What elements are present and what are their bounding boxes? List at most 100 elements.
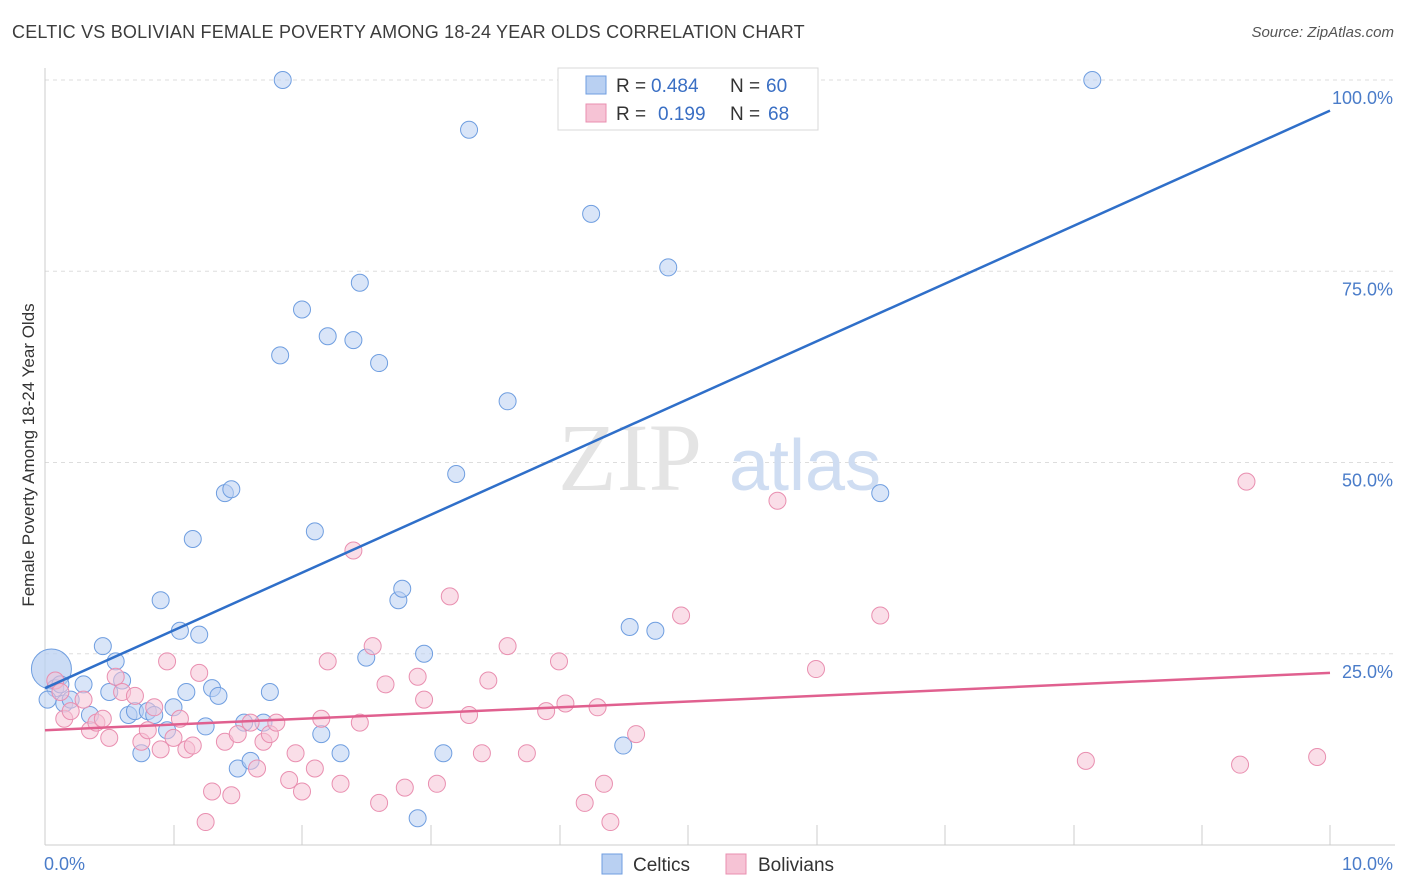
legend-n-value-bolivians: 68 [768,104,789,125]
point-celtics-33 [271,346,290,365]
point-celtics-16 [151,591,170,610]
point-bolivians-47 [427,774,446,793]
point-bolivians-49 [460,705,479,724]
point-celtics-37 [312,725,331,744]
point-celtics-25 [209,686,228,705]
legend-r-label-bolivians: R = [616,104,646,125]
y-tick-label-50: 50.0% [1342,471,1393,491]
point-celtics-32 [260,683,279,701]
point-celtics-54 [620,617,639,636]
point-bolivians-48 [440,587,459,606]
point-bolivians-23 [203,782,222,801]
point-celtics-41 [350,273,369,292]
watermark-atlas: atlas [729,426,881,506]
legend-box: R = 0.484 N = 60 R = 0.199 N = 68 [557,67,819,131]
point-bolivians-54 [537,702,556,721]
point-bolivians-53 [517,744,536,763]
point-bolivians-34 [293,782,311,801]
point-bolivians-27 [241,713,260,732]
point-bolivians-8 [100,728,119,747]
legend-r-value-bolivians: 0.199 [658,104,706,125]
point-bolivians-9 [106,667,125,686]
point-celtics-52 [582,204,601,223]
trend-lines [44,109,1331,732]
trend-line-celtics [44,109,1331,690]
point-bolivians-35 [305,759,324,778]
point-bolivians-63 [768,491,787,510]
point-celtics-47 [415,644,434,663]
point-celtics-27 [222,480,241,499]
series-legend-swatch-celtics [601,853,623,875]
point-celtics-56 [659,258,678,277]
grid-lines [45,79,1395,655]
chart-title: CELTIC VS BOLIVIAN FEMALE POVERTY AMONG … [12,22,805,42]
legend-n-value-celtics: 60 [766,76,787,97]
point-bolivians-69 [1308,748,1327,767]
point-celtics-55 [646,621,665,640]
point-celtics-57 [871,484,890,503]
point-bolivians-45 [408,667,427,686]
point-bolivians-3 [61,702,80,721]
point-bolivians-59 [594,774,613,793]
point-bolivians-15 [151,740,170,759]
point-bolivians-68 [1237,472,1256,491]
point-bolivians-22 [196,813,215,832]
point-celtics-39 [331,744,350,763]
point-celtics-51 [498,392,517,411]
point-bolivians-11 [125,686,144,705]
point-bolivians-7 [93,709,112,728]
point-celtics-45 [393,579,412,598]
legend-r-label-celtics: R = [616,76,646,97]
point-celtics-7 [93,637,112,656]
data-points [30,71,1327,832]
point-celtics-35 [293,300,311,319]
point-bolivians-67 [1231,755,1250,774]
point-bolivians-33 [286,744,305,763]
point-bolivians-65 [871,606,890,625]
point-bolivians-66 [1076,751,1095,770]
legend-n-label-bolivians: N = [730,104,760,125]
point-celtics-46 [408,809,427,828]
point-bolivians-43 [376,675,395,694]
series-legend-swatch-bolivians [725,853,747,875]
y-tick-label-100: 100.0% [1332,88,1393,108]
point-bolivians-31 [267,713,286,732]
point-bolivians-57 [575,793,594,812]
point-bolivians-46 [415,690,434,709]
point-bolivians-42 [370,793,389,812]
point-celtics-53 [614,736,633,755]
chart-source: Source: ZipAtlas.com [1251,24,1394,41]
point-celtics-49 [447,464,466,483]
axes [44,68,1395,846]
point-bolivians-50 [472,744,491,763]
point-bolivians-64 [807,660,825,679]
series-legend-label-celtics: Celtics [633,855,690,876]
point-bolivians-62 [672,606,691,625]
point-bolivians-25 [222,786,241,805]
point-celtics-50 [460,120,479,139]
x-tick-label-max: 10.0% [1342,854,1393,874]
legend-n-label-celtics: N = [730,76,760,97]
series-legend: Celtics Bolivians [601,853,834,876]
point-celtics-34 [273,71,292,89]
point-bolivians-61 [627,725,646,744]
point-bolivians-14 [145,698,164,717]
point-bolivians-51 [479,671,498,690]
point-bolivians-40 [350,713,369,732]
point-bolivians-58 [588,698,607,717]
point-bolivians-52 [498,637,517,656]
legend-swatch-bolivians [585,103,607,123]
y-tick-labels: 25.0% 50.0% 75.0% 100.0% [1332,88,1393,682]
legend-swatch-celtics [585,75,607,95]
watermark: ZIP atlas [558,404,881,511]
point-bolivians-21 [190,663,209,682]
point-celtics-5 [74,675,93,694]
point-bolivians-38 [331,774,350,793]
y-tick-label-25: 25.0% [1342,662,1393,682]
point-celtics-38 [318,327,337,346]
point-celtics-21 [183,530,202,548]
series-legend-label-bolivians: Bolivians [758,855,834,876]
point-bolivians-41 [363,637,382,656]
point-celtics-20 [177,683,196,701]
point-celtics-40 [344,331,363,350]
